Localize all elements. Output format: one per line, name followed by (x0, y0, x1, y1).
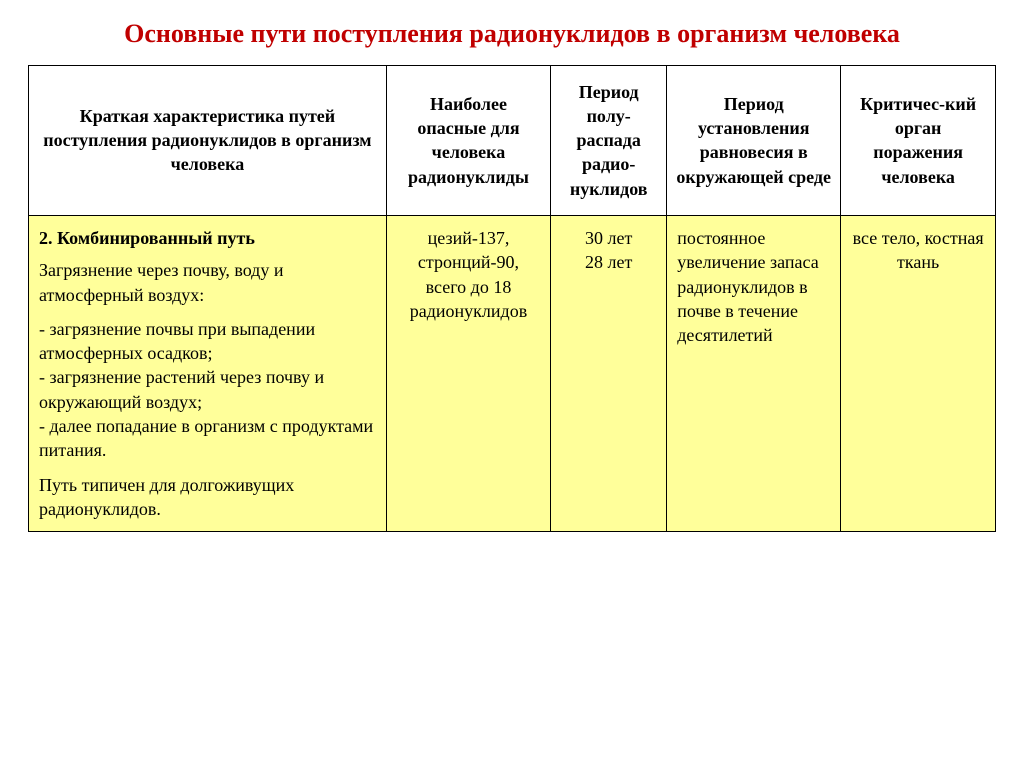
desc-line: Путь типичен для долгоживущих радионукли… (39, 473, 376, 522)
col-header-halflife: Период полу-распада радио-нуклидов (551, 65, 667, 215)
cell-organ: все тело, костная ткань (841, 215, 996, 531)
cell-halflife: 30 лет 28 лет (551, 215, 667, 531)
col-header-nuclides: Наиболее опасные для человека радионукли… (386, 65, 550, 215)
col-header-equilibrium: Период установления равновесия в окружаю… (667, 65, 841, 215)
halflife-value: 28 лет (561, 250, 656, 274)
cell-characteristic: 2. Комбинированный путь Загрязнение чере… (29, 215, 387, 531)
col-header-organ: Критичес-кий орган поражения человека (841, 65, 996, 215)
table-header-row: Краткая характеристика путей поступления… (29, 65, 996, 215)
desc-line: - загрязнение растений через почву и окр… (39, 365, 376, 414)
radionuclide-table: Краткая характеристика путей поступления… (28, 65, 996, 533)
cell-nuclides: цезий-137, стронций-90, всего до 18 ради… (386, 215, 550, 531)
desc-line: - загрязнение почвы при выпадении атмосф… (39, 317, 376, 366)
page-title: Основные пути поступления радионуклидов … (28, 18, 996, 51)
table-row: 2. Комбинированный путь Загрязнение чере… (29, 215, 996, 531)
halflife-value: 30 лет (561, 226, 656, 250)
row-heading: 2. Комбинированный путь (39, 226, 376, 250)
col-header-characteristic: Краткая характеристика путей поступления… (29, 65, 387, 215)
desc-line: - далее попадание в организм с продуктам… (39, 414, 376, 463)
cell-equilibrium: постоянное увеличение запаса радионуклид… (667, 215, 841, 531)
desc-line: Загрязнение через почву, воду и атмосфер… (39, 258, 376, 307)
